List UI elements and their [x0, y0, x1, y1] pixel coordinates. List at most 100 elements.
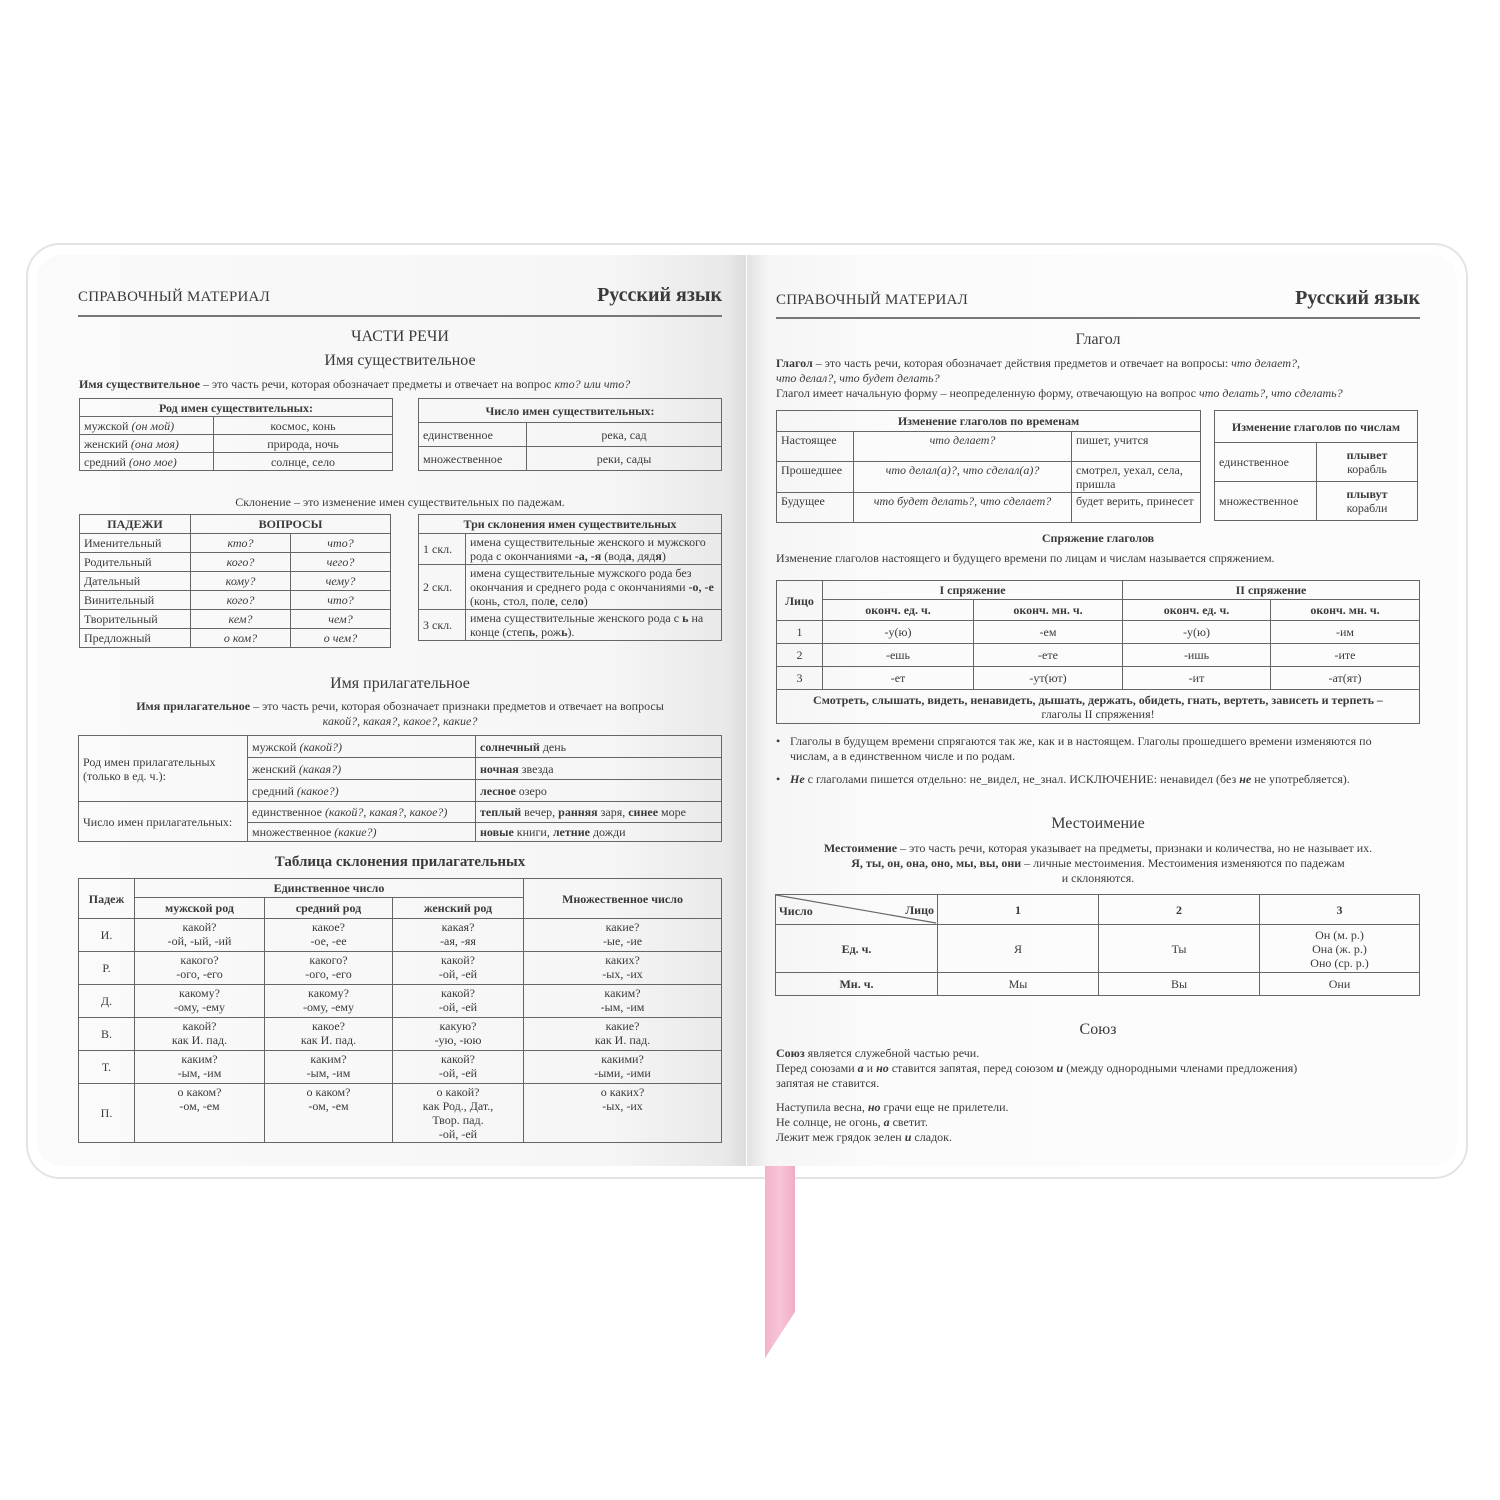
table-cell: -им — [1270, 620, 1420, 644]
table-row: множественное реки, сады — [418, 446, 722, 471]
page-title: Русский язык — [597, 284, 722, 306]
table-cell: -ат(ят) — [1270, 666, 1420, 690]
table-row: Именительный кто? что? — [79, 533, 391, 553]
table-cell: -ешь — [822, 643, 974, 667]
cell: множественное (какие?) — [247, 822, 476, 842]
noun-title: Имя существительное — [324, 352, 476, 369]
table-cell: смотрел, уехал, села, пришла — [1071, 461, 1201, 493]
table-row: 2 скл. имена существительные мужского род… — [418, 564, 722, 610]
bullet-icon: • — [776, 734, 781, 748]
table-header: Число имен существительных: — [418, 398, 722, 423]
table-cell: какой? как И. пад. — [134, 1017, 265, 1051]
cases-table: ПАДЕЖИ ВОПРОСЫ Именительный кто? что? Родите… — [79, 514, 391, 648]
cell: Они — [1259, 972, 1420, 996]
table-cell: что? — [290, 533, 391, 553]
row-label: Ед. ч. — [775, 924, 938, 973]
noun-gender-table: Род имен существительных: мужской (он мо… — [79, 398, 393, 471]
table-cell: И. — [78, 918, 135, 952]
conjugation-definition: Изменение глаголов настоящего и будущего… — [776, 551, 1275, 565]
table-cell: единственное — [1214, 442, 1317, 482]
table-cell: -ут(ют) — [972, 666, 1124, 690]
row-label: Число имен прилагательных: — [78, 801, 248, 842]
diagonal-line — [776, 895, 936, 924]
bullet-text: Не с глаголами пишется отдельно: не_виде… — [790, 772, 1350, 786]
verb-definition: Глагол – это часть речи, которая обознач… — [776, 356, 1301, 370]
table-row: единственное плывет корабль — [1214, 442, 1418, 482]
table-cell: что будет делать?, что сделает? — [853, 492, 1072, 523]
table-header: Изменение глаголов по числам — [1214, 410, 1418, 443]
three-declensions-table: Три склонения имен существительных 1 скл… — [418, 514, 722, 641]
table-cell: средний (оно мое) — [79, 452, 214, 471]
table-cell: кого? — [190, 590, 291, 610]
table-cell: какой? -ой, -ый, -ий — [134, 918, 265, 952]
table-cell: какие? как И. пад. — [523, 1017, 722, 1051]
table-cell: 1 — [776, 620, 823, 644]
row-label: Род имен прилагательных (только в ед. ч.… — [78, 735, 248, 802]
table-cell: Именительный — [79, 533, 191, 553]
cell: мужской (какой?) — [247, 735, 476, 758]
table-cell: каким? -ым, -им — [134, 1050, 265, 1084]
table-cell: 2 — [776, 643, 823, 667]
table-row: женский (она моя) природа, ночь — [79, 434, 393, 453]
table-row: В. какой? как И. пад. какое? как И. пад. ка… — [78, 1017, 722, 1051]
table-cell: какое? как И. пад. — [264, 1017, 393, 1051]
person-label: Лицо — [905, 903, 934, 917]
table-cell: каким? -ым, -им — [264, 1050, 393, 1084]
table-row: Будущее что будет делать?, что сделает? бу… — [776, 492, 1201, 523]
cell: ночная звезда — [475, 757, 722, 780]
table-cell: о чем? — [290, 628, 391, 648]
row-label: Мн. ч. — [775, 972, 938, 996]
table-row: 2 -ешь -ете -ишь -ите — [776, 643, 1420, 667]
cell: Вы — [1098, 972, 1260, 996]
table-row: 1 скл. имена существительные женского и м… — [418, 533, 722, 565]
table-cell: 3 скл. — [418, 609, 466, 641]
table-row: единственное река, сад — [418, 422, 722, 447]
table-cell: что? — [290, 590, 391, 610]
page-header: СПРАВОЧНЫЙ МАТЕРИАЛ — [78, 289, 270, 305]
table-cell: -ит — [1122, 666, 1272, 690]
table-header: Множественное число — [523, 878, 722, 919]
table-header: оконч. ед. ч. — [1122, 599, 1272, 621]
verb-tense-table: Изменение глаголов по временам Настоящее… — [776, 410, 1201, 523]
bullet-item: • Не с глаголами пишется отдельно: не_вид… — [776, 772, 1350, 787]
table-header: оконч. мн. ч. — [1270, 599, 1420, 621]
cell: женский (какая?) — [247, 757, 476, 780]
table-cell: Предложный — [79, 628, 191, 648]
table-cell: -ем — [972, 620, 1124, 644]
table-cell: плывет корабль — [1316, 442, 1418, 482]
cell: лесное озеро — [475, 779, 722, 802]
table-cell: Творительный — [79, 609, 191, 629]
table-cell: -у(ю) — [822, 620, 974, 644]
page-title: Русский язык — [1295, 287, 1420, 309]
bullet-icon: • — [776, 772, 781, 786]
table-cell: Р. — [78, 951, 135, 985]
table-cell: пишет, учится — [1071, 431, 1201, 462]
table-header: 2 — [1098, 894, 1260, 925]
noun-number-table: Число имен существительных: единственное… — [418, 398, 722, 471]
table-header: Лицо — [776, 580, 823, 621]
table-cell: река, сад — [526, 422, 722, 447]
table-header: Единственное число — [133, 878, 525, 898]
number-label: Число — [779, 904, 813, 918]
adjective-title: Имя прилагательное — [330, 675, 470, 692]
table-row: Предложный о ком? о чем? — [79, 628, 391, 648]
cell: теплый вечер, ранняя заря, синее море — [475, 801, 722, 823]
table-row: Настоящее что делает? пишет, учится — [776, 431, 1201, 462]
table-cell: какого? -ого, -его — [264, 951, 393, 985]
table-cell: какими? -ыми, -ими — [523, 1050, 722, 1084]
table-header: средний род — [264, 897, 393, 919]
table-header: оконч. мн. ч. — [972, 599, 1124, 621]
table-cell: какую? -ую, -юю — [391, 1017, 525, 1051]
table-header: оконч. ед. ч. — [822, 599, 974, 621]
table-cell: что делает? — [853, 431, 1072, 462]
table-cell: какого? -ого, -его — [134, 951, 265, 985]
table-header: Род имен существительных: — [79, 398, 393, 417]
table-cell: какой? -ой, -ей — [391, 984, 525, 1018]
table-cell: о каких? -ых, -их — [523, 1083, 722, 1143]
table-cell: Прошедшее — [776, 461, 854, 493]
adjective-table: Род имен прилагательных (только в ед. ч.… — [78, 735, 722, 842]
diagonal-header-cell: Число Лицо — [775, 894, 938, 925]
table-cell: солнце, село — [213, 452, 393, 471]
conjugation-table: Лицо I спряжение II спряжение оконч. ед. ч… — [776, 580, 1420, 724]
